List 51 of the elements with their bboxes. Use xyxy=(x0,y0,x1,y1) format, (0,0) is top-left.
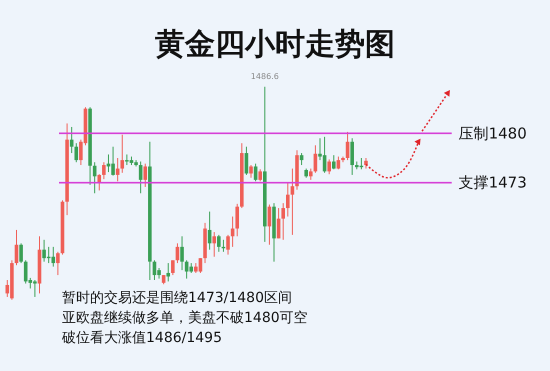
candlestick xyxy=(314,144,318,174)
ref-line-label: 支撑1473 xyxy=(458,174,527,192)
candlestick xyxy=(276,208,280,239)
candlestick xyxy=(308,168,313,180)
candlestick xyxy=(304,168,308,178)
candlestick xyxy=(212,232,216,258)
candlestick xyxy=(258,168,262,182)
candlestick xyxy=(180,236,184,271)
candlestick xyxy=(226,234,230,256)
candlestick xyxy=(350,138,354,176)
candlestick xyxy=(162,274,166,285)
candlestick xyxy=(189,262,194,274)
candlestick xyxy=(14,229,18,266)
candlestick xyxy=(120,134,124,174)
candlestick xyxy=(249,164,253,178)
candlestick xyxy=(336,156,340,170)
candlestick xyxy=(74,142,78,163)
candlestick xyxy=(116,157,120,182)
candlestick xyxy=(70,126,74,154)
candlestick xyxy=(327,158,331,175)
candlestick xyxy=(217,234,221,252)
candlestick xyxy=(166,262,170,282)
candlestick xyxy=(51,246,56,268)
candlestick xyxy=(19,242,23,264)
candlestick xyxy=(102,162,106,180)
candlestick xyxy=(346,131,350,161)
text: 黄金四小时走势图 xyxy=(155,27,395,62)
candlestick xyxy=(235,203,240,237)
candlestick xyxy=(56,251,60,276)
candlestick xyxy=(300,152,304,166)
candlestick xyxy=(332,154,336,170)
annotation: 暂时的交易还是围绕1473/1480区间 xyxy=(62,290,292,306)
candlestick xyxy=(222,239,226,252)
candlestick xyxy=(244,146,248,176)
candlestick xyxy=(138,161,142,194)
candlestick xyxy=(230,216,234,248)
candlestick xyxy=(92,162,96,194)
candlestick xyxy=(281,202,286,240)
candlestick xyxy=(176,242,180,264)
candlestick xyxy=(364,157,368,170)
annotation: 破位看大涨值1486/1495 xyxy=(61,330,222,346)
candlestick xyxy=(268,204,272,246)
candlestick xyxy=(254,163,258,182)
annotation: 1486.6 xyxy=(250,72,279,81)
ref-line-label: 压制1480 xyxy=(458,124,527,142)
annotation: 亚欧盘继续做多单，美盘不破1480可空 xyxy=(62,310,308,326)
candlestick xyxy=(286,182,290,218)
candlestick xyxy=(143,163,148,188)
candlestick xyxy=(208,211,212,250)
candlestick xyxy=(171,260,175,276)
candlestick xyxy=(290,168,294,236)
